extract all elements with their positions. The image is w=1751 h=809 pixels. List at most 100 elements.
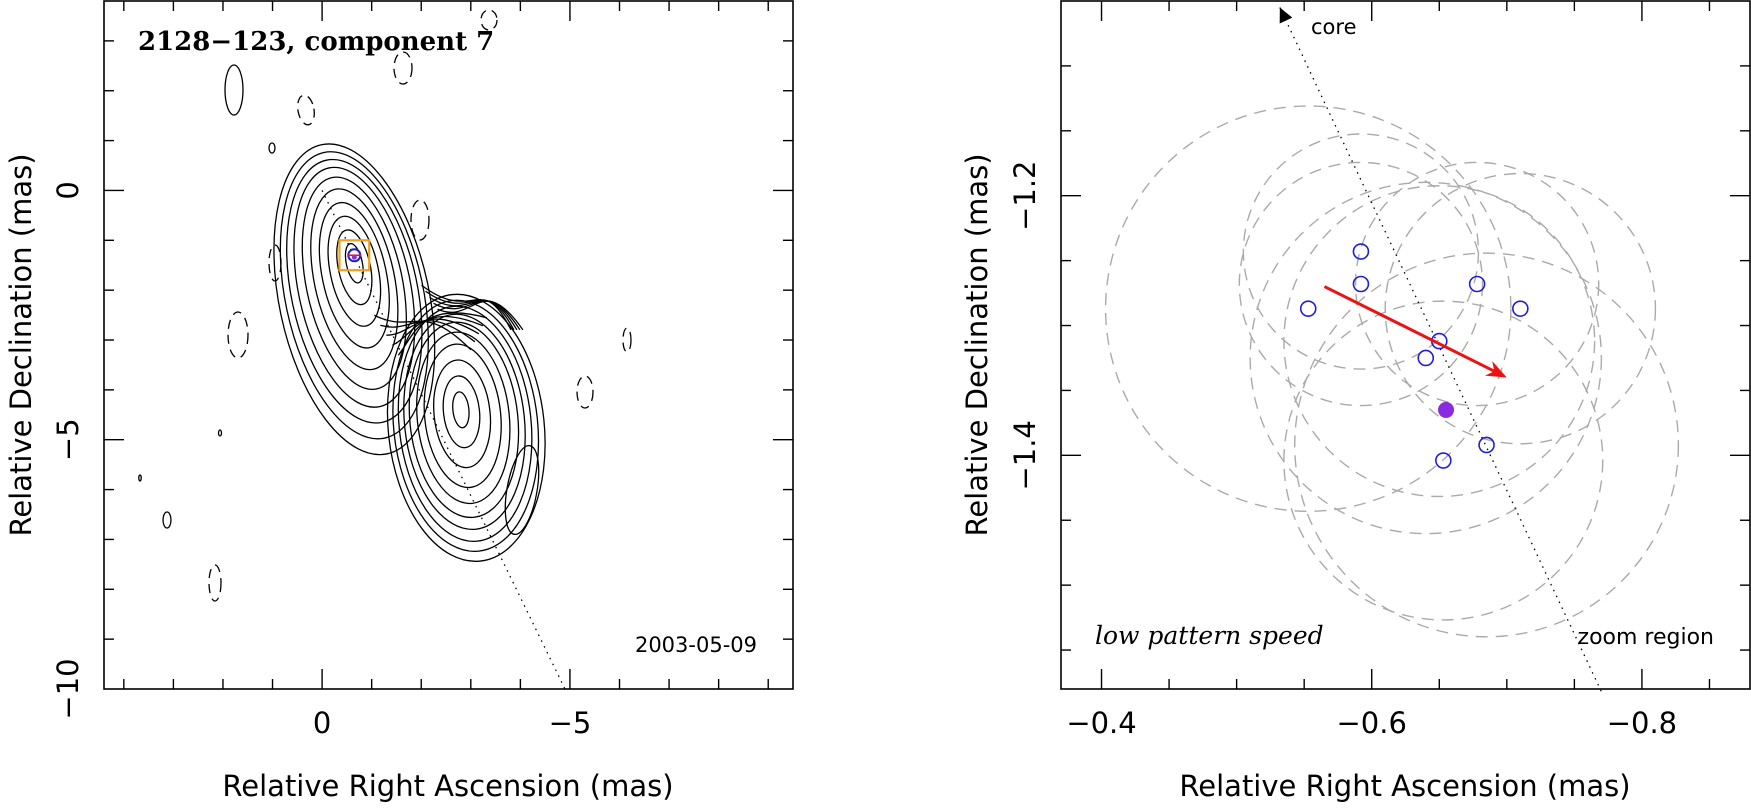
contour-level [437,300,524,331]
contour-level [386,293,546,562]
left-plot-frame [103,0,794,690]
motion-arrow-shaft [1323,285,1495,373]
zoom-region-box [338,239,371,272]
error-circle [1249,181,1603,535]
left-tick-labels: 0 −5 0 −5 −10 [51,181,591,740]
contour-level [397,305,533,543]
negative-contour [268,244,282,282]
core-arrowhead [1279,7,1293,24]
epoch-positions [1299,243,1529,469]
error-circle [1354,161,1600,407]
epoch-label: 2003-05-09 [635,633,757,657]
zoom-box [338,239,371,272]
right-ylabel: Relative Declination (mas) [960,153,994,536]
contour-level [421,284,512,331]
right-axis-ticks [1061,1,1750,689]
right-panel: core low pattern speed zoom region −0.4 −… [960,0,1751,803]
contour-level [423,343,502,489]
epoch-point [1468,275,1486,293]
epoch-point [1352,275,1370,293]
contour-level [392,315,484,346]
x-tick-label: −0.6 [1337,706,1407,740]
contour-island [138,474,142,482]
y-tick-label: 0 [51,181,85,199]
epoch-point [1352,243,1370,260]
contour-level [301,176,408,391]
contour-level [425,290,515,331]
epoch-point [1512,300,1529,317]
pattern-speed-annotation: low pattern speed [1095,621,1324,650]
contour-level [429,296,518,331]
contour-level [380,320,476,343]
right-plot-frame [1060,0,1751,690]
contour-island [224,64,244,116]
epoch-point [1435,452,1452,469]
contour-level [286,158,423,424]
epoch-point [1299,300,1317,317]
negative-contour [208,564,222,602]
x-tick-label: −0.4 [1066,706,1136,740]
contour-level [327,215,382,327]
contour-level [408,321,520,519]
left-xlabel: Relative Right Ascension (mas) [222,769,673,803]
error-circle [1283,185,1596,498]
epoch-point [1478,436,1495,454]
epoch-point [1417,349,1435,367]
negative-contour [576,375,594,409]
contour-level [336,229,373,306]
negative-contour [393,51,413,85]
y-tick-label: −5 [51,418,85,461]
error-circles [1104,105,1680,638]
contour-level [386,318,480,336]
mean-position-point [1438,401,1455,418]
y-tick-label: −1.4 [1008,420,1042,490]
contour-island [504,444,540,536]
negative-contour [297,94,315,126]
negative-contour [227,311,249,359]
x-tick-label: 0 [313,706,331,740]
error-circle [1384,172,1657,445]
negative-contour [410,199,430,241]
error-circle [1104,105,1512,512]
contour-level [433,359,492,469]
left-panel: 2128−123, component 7 2003-05-09 0 −5 0 −5 −… [4,0,794,803]
motion-arrow [1323,285,1507,378]
core-direction-line-zoom [1279,7,1602,692]
right-xlabel: Relative Right Ascension (mas) [1179,769,1630,803]
contour-level [310,188,399,371]
x-tick-label: −5 [549,706,592,740]
contour-island [268,142,276,154]
contour-level [416,331,511,505]
core-direction-dots [321,190,566,690]
contour-level [279,151,429,440]
contour-level [403,313,526,531]
y-tick-label: −10 [51,658,85,719]
negative-contour [622,327,632,353]
contour-level [442,375,481,449]
contour-island [162,511,172,529]
contour-level [452,391,470,429]
contour-level [397,312,488,356]
zoom-region-label: zoom region [1578,625,1714,650]
core-label: core [1311,15,1357,39]
error-circle [1283,300,1604,621]
x-tick-label: −0.8 [1607,706,1677,740]
error-circle [1294,252,1680,638]
core-direction-line [321,190,566,690]
contour-level [293,166,416,408]
left-title: 2128−123, component 7 [138,27,494,57]
contour-level [433,300,521,331]
left-axis-ticks [104,1,793,689]
contour-level [344,242,364,284]
core-direction-dots [1279,7,1602,692]
left-ylabel: Relative Declination (mas) [4,153,38,536]
negative-contour [480,9,498,31]
y-tick-label: −1.2 [1008,161,1042,231]
motion-arrowhead [1484,361,1507,378]
component-mean [351,254,357,260]
contour-level [318,201,390,349]
contour-map [138,9,632,602]
contour-island [217,429,223,437]
error-circle [1238,161,1484,407]
